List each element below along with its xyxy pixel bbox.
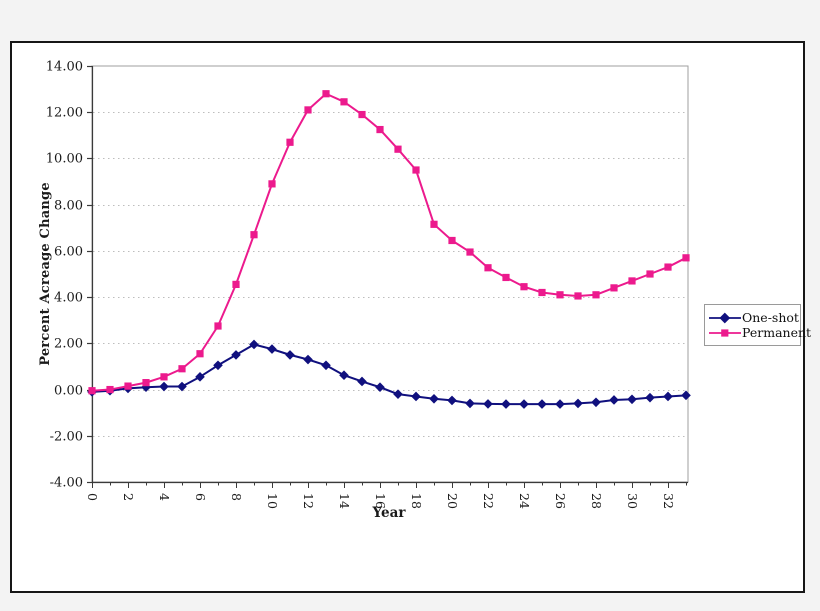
y-tick-label: 6.00	[54, 245, 83, 260]
data-point-marker	[645, 392, 655, 403]
x-tick-label: 8	[229, 493, 244, 501]
data-point-marker	[502, 273, 510, 282]
data-point-marker	[196, 350, 204, 358]
y-tick-label: 0.00	[54, 384, 83, 399]
data-point-marker	[142, 379, 150, 387]
data-point-marker	[592, 291, 600, 299]
data-point-marker	[322, 90, 330, 98]
x-tick-label: 6	[193, 493, 208, 501]
data-point-marker	[232, 280, 240, 288]
data-point-marker	[178, 365, 186, 373]
data-point-marker	[520, 283, 528, 291]
data-point-marker	[627, 394, 637, 405]
data-point-marker	[124, 382, 132, 390]
data-point-marker	[556, 291, 564, 299]
series-one-shot	[87, 339, 691, 409]
x-tick-label: 28	[589, 493, 604, 509]
data-point-marker	[250, 231, 258, 239]
data-point-marker	[394, 145, 402, 153]
y-tick-label: 12.00	[46, 106, 83, 121]
data-point-marker	[466, 248, 474, 256]
data-point-marker	[609, 395, 619, 405]
series-permanent	[88, 90, 690, 395]
data-point-marker	[160, 373, 168, 381]
data-point-marker	[682, 254, 690, 262]
data-point-marker	[628, 277, 636, 285]
x-tick-label: 30	[625, 493, 640, 509]
y-tick-label: 10.00	[46, 152, 83, 167]
x-tick-label: 20	[445, 493, 460, 509]
data-point-marker	[574, 292, 582, 300]
data-point-marker	[573, 398, 583, 409]
data-point-marker	[555, 399, 565, 409]
y-axis-title: Percent Acreage Change	[38, 182, 53, 366]
data-point-marker	[304, 106, 312, 114]
data-point-marker	[448, 236, 456, 245]
x-tick-label: 12	[301, 493, 316, 509]
y-tick-label: 4.00	[54, 291, 83, 306]
legend: One-shot Permanent	[704, 304, 811, 346]
data-point-marker	[610, 284, 618, 292]
plot-area	[91, 65, 689, 483]
permanent-legend-marker-icon	[709, 328, 741, 337]
data-point-marker	[177, 381, 187, 392]
one-shot-legend-marker-icon	[709, 312, 741, 323]
x-tick-label: 4	[157, 493, 172, 501]
data-point-marker	[376, 125, 384, 134]
data-point-marker	[268, 180, 276, 188]
chart-canvas: -4.00 -2.00 0.00 2.00 4.00 6.00 8.00 10.00 12.00…	[46, 60, 691, 509]
y-tick-label: 2.00	[54, 337, 83, 352]
gridlines	[93, 112, 687, 437]
data-point-marker	[537, 399, 547, 409]
data-point-marker	[484, 264, 492, 272]
y-axis-ticks: -4.00 -2.00 0.00 2.00 4.00 6.00 8.00 10.00 12.00…	[46, 60, 92, 491]
legend-entry-one-shot: One-shot	[708, 310, 799, 325]
legend-label-permanent: Permanent	[742, 325, 812, 340]
data-point-marker	[159, 381, 169, 392]
data-point-marker	[249, 339, 259, 350]
x-tick-label: 18	[409, 493, 424, 509]
data-point-marker	[664, 263, 672, 271]
data-point-marker	[646, 270, 654, 278]
data-point-marker	[663, 391, 673, 402]
x-axis-ticks: 0 2 4 6 8 10 12 14 16 18 20 22 24 26 28 30 32	[85, 482, 687, 509]
data-point-marker	[519, 399, 529, 409]
x-tick-label: 24	[517, 493, 532, 509]
data-point-marker	[195, 372, 205, 382]
x-tick-label: 16	[373, 493, 388, 509]
x-tick-label: 10	[265, 493, 280, 509]
data-point-marker	[430, 220, 438, 228]
data-point-marker	[412, 166, 420, 174]
x-tick-label: 14	[337, 493, 352, 509]
data-point-marker	[358, 110, 366, 119]
y-tick-label: -2.00	[50, 430, 83, 445]
legend-label-one-shot: One-shot	[742, 310, 799, 325]
data-point-marker	[106, 385, 114, 394]
data-point-marker	[591, 397, 601, 408]
x-tick-label: 22	[481, 493, 496, 509]
y-tick-label: 8.00	[54, 199, 83, 214]
x-tick-label: 32	[661, 493, 676, 509]
data-point-marker	[681, 390, 691, 401]
data-point-marker	[501, 399, 511, 409]
legend-entry-permanent: Permanent	[708, 325, 811, 340]
data-point-marker	[88, 387, 96, 395]
x-tick-label: 2	[121, 493, 136, 501]
chart-frame: -4.00 -2.00 0.00 2.00 4.00 6.00 8.00 10.00 12.00…	[10, 41, 811, 593]
data-point-marker	[340, 98, 348, 106]
y-tick-label: 14.00	[46, 60, 83, 75]
x-tick-label: 26	[553, 493, 568, 509]
data-point-marker	[214, 322, 222, 330]
x-axis-title: Year	[372, 505, 406, 521]
x-tick-label: 0	[85, 493, 100, 501]
data-point-marker	[231, 350, 241, 360]
axes	[91, 66, 688, 484]
y-tick-label: -4.00	[50, 476, 83, 491]
data-point-marker	[213, 360, 223, 371]
data-point-marker	[538, 288, 546, 297]
data-point-marker	[286, 138, 294, 146]
